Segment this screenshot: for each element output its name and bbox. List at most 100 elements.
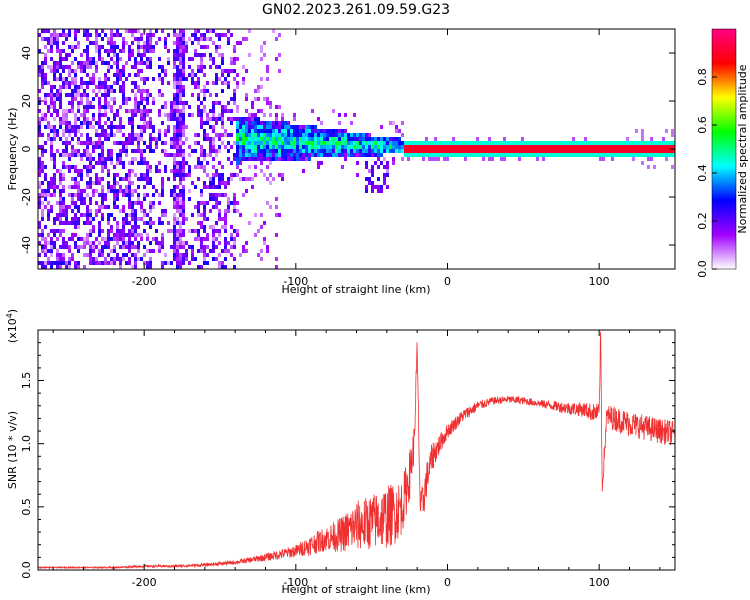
spectrogram-cell [65, 213, 68, 217]
spectrogram-cell [152, 193, 155, 197]
spectrogram-cell [179, 137, 182, 141]
spectrogram-cell [209, 193, 212, 197]
spectrogram-cell [131, 181, 134, 185]
spectrogram-cell [119, 185, 122, 189]
spectrogram-cell [152, 185, 155, 189]
spectrogram-cell [176, 113, 179, 117]
spectrogram-cell [230, 133, 233, 137]
spectrogram-cell [68, 265, 71, 269]
spectrogram-cell [233, 237, 236, 241]
spectrogram-cell [491, 153, 494, 157]
spectrogram-cell [383, 177, 386, 181]
spectrogram-cell [74, 37, 77, 41]
spectrogram-cell [398, 149, 401, 153]
spectrogram-cell [212, 29, 215, 33]
spectrogram-cell [41, 37, 44, 41]
spectrogram-cell [311, 133, 314, 137]
spectrogram-cell [203, 105, 206, 109]
spectrogram-cell [110, 149, 113, 153]
spectrogram-cell [182, 261, 185, 265]
spectrogram-cell [125, 213, 128, 217]
spectrogram-cell [380, 185, 383, 189]
spectrogram-cell [128, 181, 131, 185]
spectrogram-cell [230, 161, 233, 165]
spectrogram-cell [77, 193, 80, 197]
spectrogram-cell [68, 141, 71, 145]
spectrogram-cell [182, 77, 185, 81]
spectrogram-cell [278, 33, 281, 37]
spectrogram-cell [266, 245, 269, 249]
spectrogram-cell [65, 209, 68, 213]
spectrogram-cell [440, 141, 443, 145]
spectrogram-cell [173, 41, 176, 45]
spectrogram-cell [230, 97, 233, 101]
spectrogram-cell [80, 141, 83, 145]
spectrogram-cell [56, 217, 59, 221]
spectrogram-cell [338, 137, 341, 141]
spectrogram-cell [398, 137, 401, 141]
spectrogram-cell [212, 245, 215, 249]
spectrogram-cell [179, 117, 182, 121]
spectrogram-cell [107, 49, 110, 53]
spectrogram-cell [200, 125, 203, 129]
spectrogram-cell [350, 121, 353, 125]
spectrogram-cell [134, 233, 137, 237]
spectrogram-cell [137, 145, 140, 149]
spectrogram-cell [602, 153, 605, 157]
spectrogram-cell [116, 157, 119, 161]
spectrogram-cell [284, 149, 287, 153]
spectrogram-cell [260, 129, 263, 133]
spectrogram-cell [278, 173, 281, 177]
spectrogram-cell [173, 165, 176, 169]
spectrogram-cell [74, 153, 77, 157]
spectrogram-cell [98, 137, 101, 141]
spectrogram-cell [86, 181, 89, 185]
spectrogram-cell [323, 141, 326, 145]
spectrogram-cell [119, 261, 122, 265]
spectrogram-cell [92, 229, 95, 233]
spectrogram-cell [65, 57, 68, 61]
spectrogram-cell [92, 245, 95, 249]
spectrogram-cell [218, 77, 221, 81]
spectrogram-cell [665, 129, 668, 133]
spectrogram-cell [200, 241, 203, 245]
spectrogram-cell [500, 157, 503, 161]
spectrogram-cell [629, 145, 632, 149]
spectrogram-cell [41, 213, 44, 217]
spectrogram-cell [125, 141, 128, 145]
spectrogram-cell [203, 185, 206, 189]
spectrogram-cell [668, 141, 671, 145]
spectrogram-cell [173, 241, 176, 245]
spectrogram-cell [104, 61, 107, 65]
spectrogram-cell [50, 101, 53, 105]
spectrogram-cell [86, 233, 89, 237]
spectrogram-cell [152, 137, 155, 141]
spectrogram-cell [566, 141, 569, 145]
spectrogram-cell [164, 73, 167, 77]
spectrogram-cell [395, 141, 398, 145]
spectrogram-cell [200, 225, 203, 229]
spectrogram-cell [203, 169, 206, 173]
spectrogram-cell [350, 141, 353, 145]
spectrogram-cell [113, 101, 116, 105]
spectrogram-cell [653, 165, 656, 169]
spectrogram-cell [209, 93, 212, 97]
spectrogram-cell [125, 193, 128, 197]
spectrogram-cell [209, 177, 212, 181]
spectrogram-cell [212, 109, 215, 113]
spectrogram-cell [272, 157, 275, 161]
spectrogram-cell [98, 229, 101, 233]
spectrogram-cell [188, 189, 191, 193]
spectrogram-cell [278, 157, 281, 161]
spectrogram-cell [59, 209, 62, 213]
spectrogram-cell [125, 185, 128, 189]
spectrogram-cell [350, 137, 353, 141]
spectrogram-cell [245, 149, 248, 153]
spectrogram-cell [281, 125, 284, 129]
spectrogram-cell [281, 121, 284, 125]
spectrogram-cell [494, 141, 497, 145]
spectrogram-cell [275, 113, 278, 117]
spectrogram-cell [53, 173, 56, 177]
spectrogram-cell [125, 137, 128, 141]
spectrogram-cell [554, 145, 557, 149]
